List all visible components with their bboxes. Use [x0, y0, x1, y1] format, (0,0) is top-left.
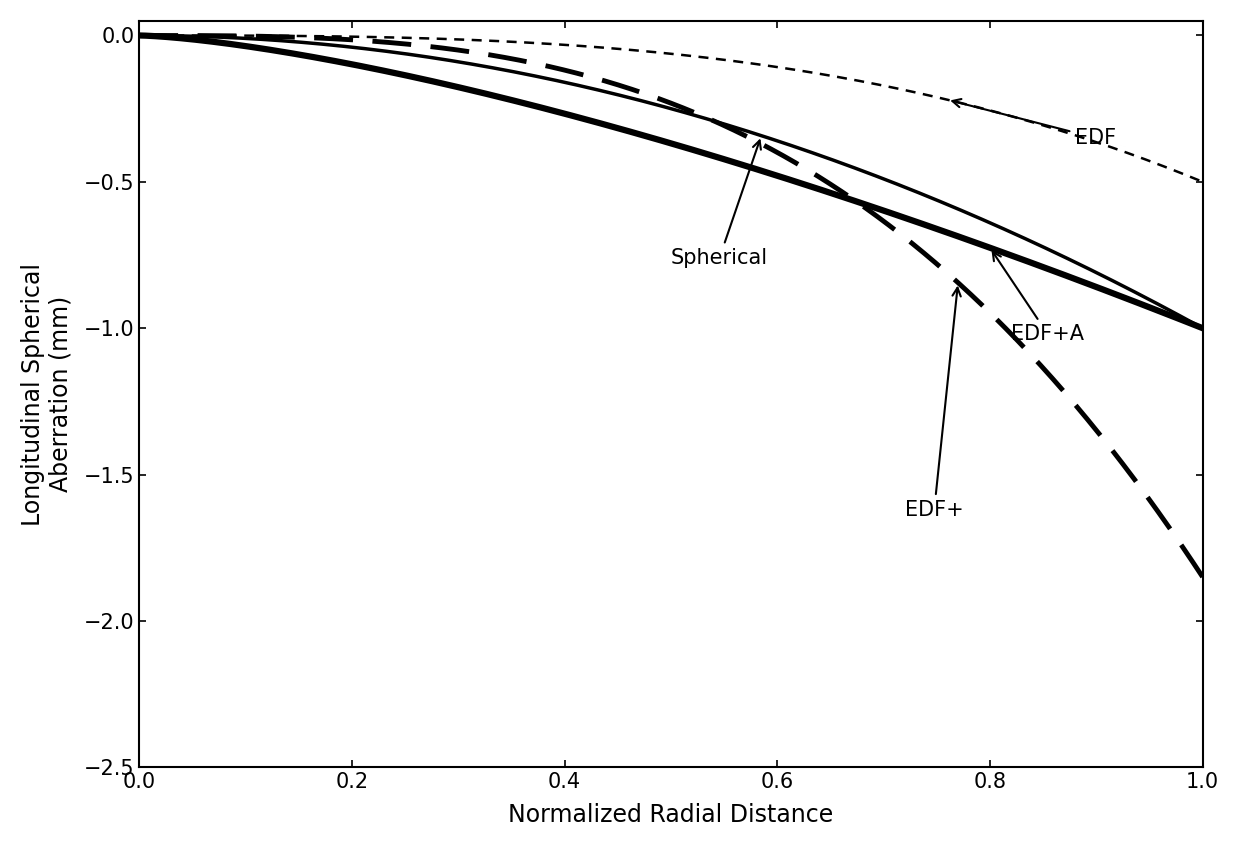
Text: Spherical: Spherical — [671, 141, 768, 268]
Y-axis label: Longitudinal Spherical
Aberration (mm): Longitudinal Spherical Aberration (mm) — [21, 263, 73, 526]
Text: EDF+: EDF+ — [905, 287, 963, 520]
X-axis label: Normalized Radial Distance: Normalized Radial Distance — [508, 803, 833, 827]
Text: EDF: EDF — [952, 99, 1116, 148]
Text: EDF+A: EDF+A — [993, 252, 1084, 344]
